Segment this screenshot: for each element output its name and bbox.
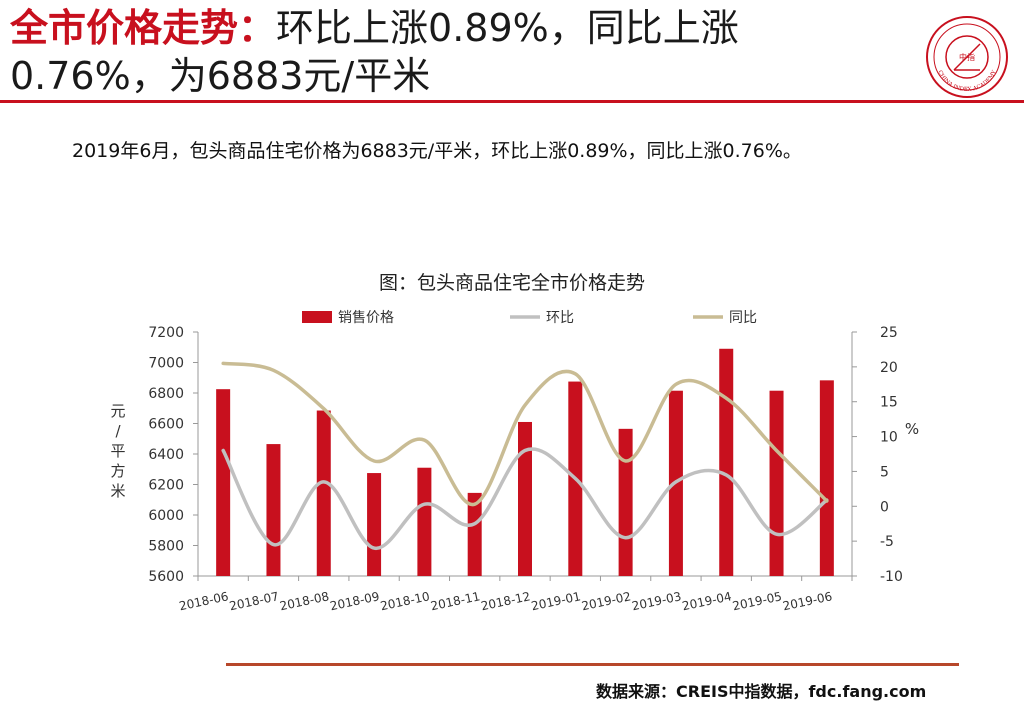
y-right-tick-label: 10	[880, 430, 898, 446]
legend-mom-label: 环比	[546, 310, 574, 326]
page-title-accent: 全市价格走势：	[10, 6, 277, 50]
y-left-tick-label: 7200	[148, 325, 184, 341]
summary-text: 2019年6月，包头商品住宅价格为6883元/平米，环比上涨0.89%，同比上涨…	[72, 140, 802, 162]
page-title-rest: 环比上涨0.89%，同比上涨	[276, 6, 739, 50]
y-left-tick-label: 5800	[148, 539, 184, 555]
x-tick-label: 2018-07	[228, 589, 280, 613]
bar-2019-04	[719, 348, 734, 576]
bar-2018-09	[367, 473, 382, 576]
x-tick-label: 2019-04	[681, 589, 733, 613]
y-right-tick-label: 25	[880, 325, 898, 341]
x-tick-label: 2018-12	[480, 589, 532, 613]
y-left-tick-label: 6400	[148, 447, 184, 463]
price-trend-chart: 5600 5800 6000 6200 6400 6600 6800 7000 7200 -10 -…	[110, 310, 919, 613]
y-left-tick-label: 7000	[148, 356, 184, 372]
x-tick-label: 2018-06	[178, 589, 230, 613]
x-tick-label: 2019-01	[530, 589, 582, 613]
china-index-academy-seal-icon: 中指 CHINA INDEX ACADEMY	[926, 16, 1008, 98]
header: 全市价格走势：环比上涨0.89%，同比上涨 0.76%，为6883元/平米 中指…	[0, 0, 1024, 104]
data-source: 数据来源：CREIS中指数据，fdc.fang.com	[596, 682, 927, 701]
y-right-tick-label: -10	[880, 569, 903, 585]
series-line-mom	[221, 447, 829, 550]
y-left-tick-label: 6000	[148, 508, 184, 524]
svg-text:中指: 中指	[959, 52, 975, 62]
y-right-tick-label: 15	[880, 395, 898, 411]
bar-2019-02	[618, 428, 633, 576]
x-tick-label: 2019-03	[631, 589, 683, 613]
bar-2019-06	[819, 380, 834, 576]
x-tick-label: 2019-05	[731, 589, 783, 613]
page-title-line2: 0.76%，为6883元/平米	[10, 54, 431, 98]
bar-2018-06	[216, 389, 231, 576]
y-right-tick-label: 20	[880, 360, 898, 376]
series-line-yoy	[221, 361, 829, 506]
bar-2018-11	[467, 492, 482, 576]
bar-2018-12	[518, 421, 532, 576]
footer-divider	[226, 663, 959, 666]
legend-yoy-label: 同比	[729, 310, 757, 326]
x-tick-label: 2018-08	[278, 589, 330, 613]
x-tick-label: 2018-10	[379, 589, 431, 613]
y-left-tick-label: 6200	[148, 478, 184, 494]
y-right-axis-label: %	[905, 420, 919, 438]
header-divider	[0, 100, 1024, 103]
chart-title: 图：包头商品住宅全市价格走势	[378, 272, 645, 294]
y-left-tick-label: 6800	[148, 386, 184, 402]
y-right-tick-label: -5	[880, 534, 894, 550]
x-tick-label: 2019-02	[580, 589, 632, 613]
y-right-tick-label: 5	[880, 464, 889, 480]
y-right-tick-label: 0	[880, 499, 889, 515]
bar-2018-07	[266, 444, 281, 576]
bar-2018-08	[316, 410, 331, 576]
x-tick-label: 2018-11	[429, 589, 481, 613]
y-left-tick-label: 6600	[148, 417, 184, 433]
y-left-tick-label: 5600	[148, 569, 184, 585]
x-tick-label: 2019-06	[782, 589, 834, 613]
page-title: 全市价格走势：环比上涨0.89%，同比上涨	[10, 6, 739, 50]
y-left-axis-label: 元/平方米	[110, 402, 125, 500]
legend-price-swatch	[302, 311, 332, 323]
bar-2018-10	[417, 467, 432, 576]
x-tick-label: 2018-09	[329, 589, 381, 613]
bar-2019-05	[769, 390, 784, 576]
legend-price-label: 销售价格	[338, 310, 394, 326]
